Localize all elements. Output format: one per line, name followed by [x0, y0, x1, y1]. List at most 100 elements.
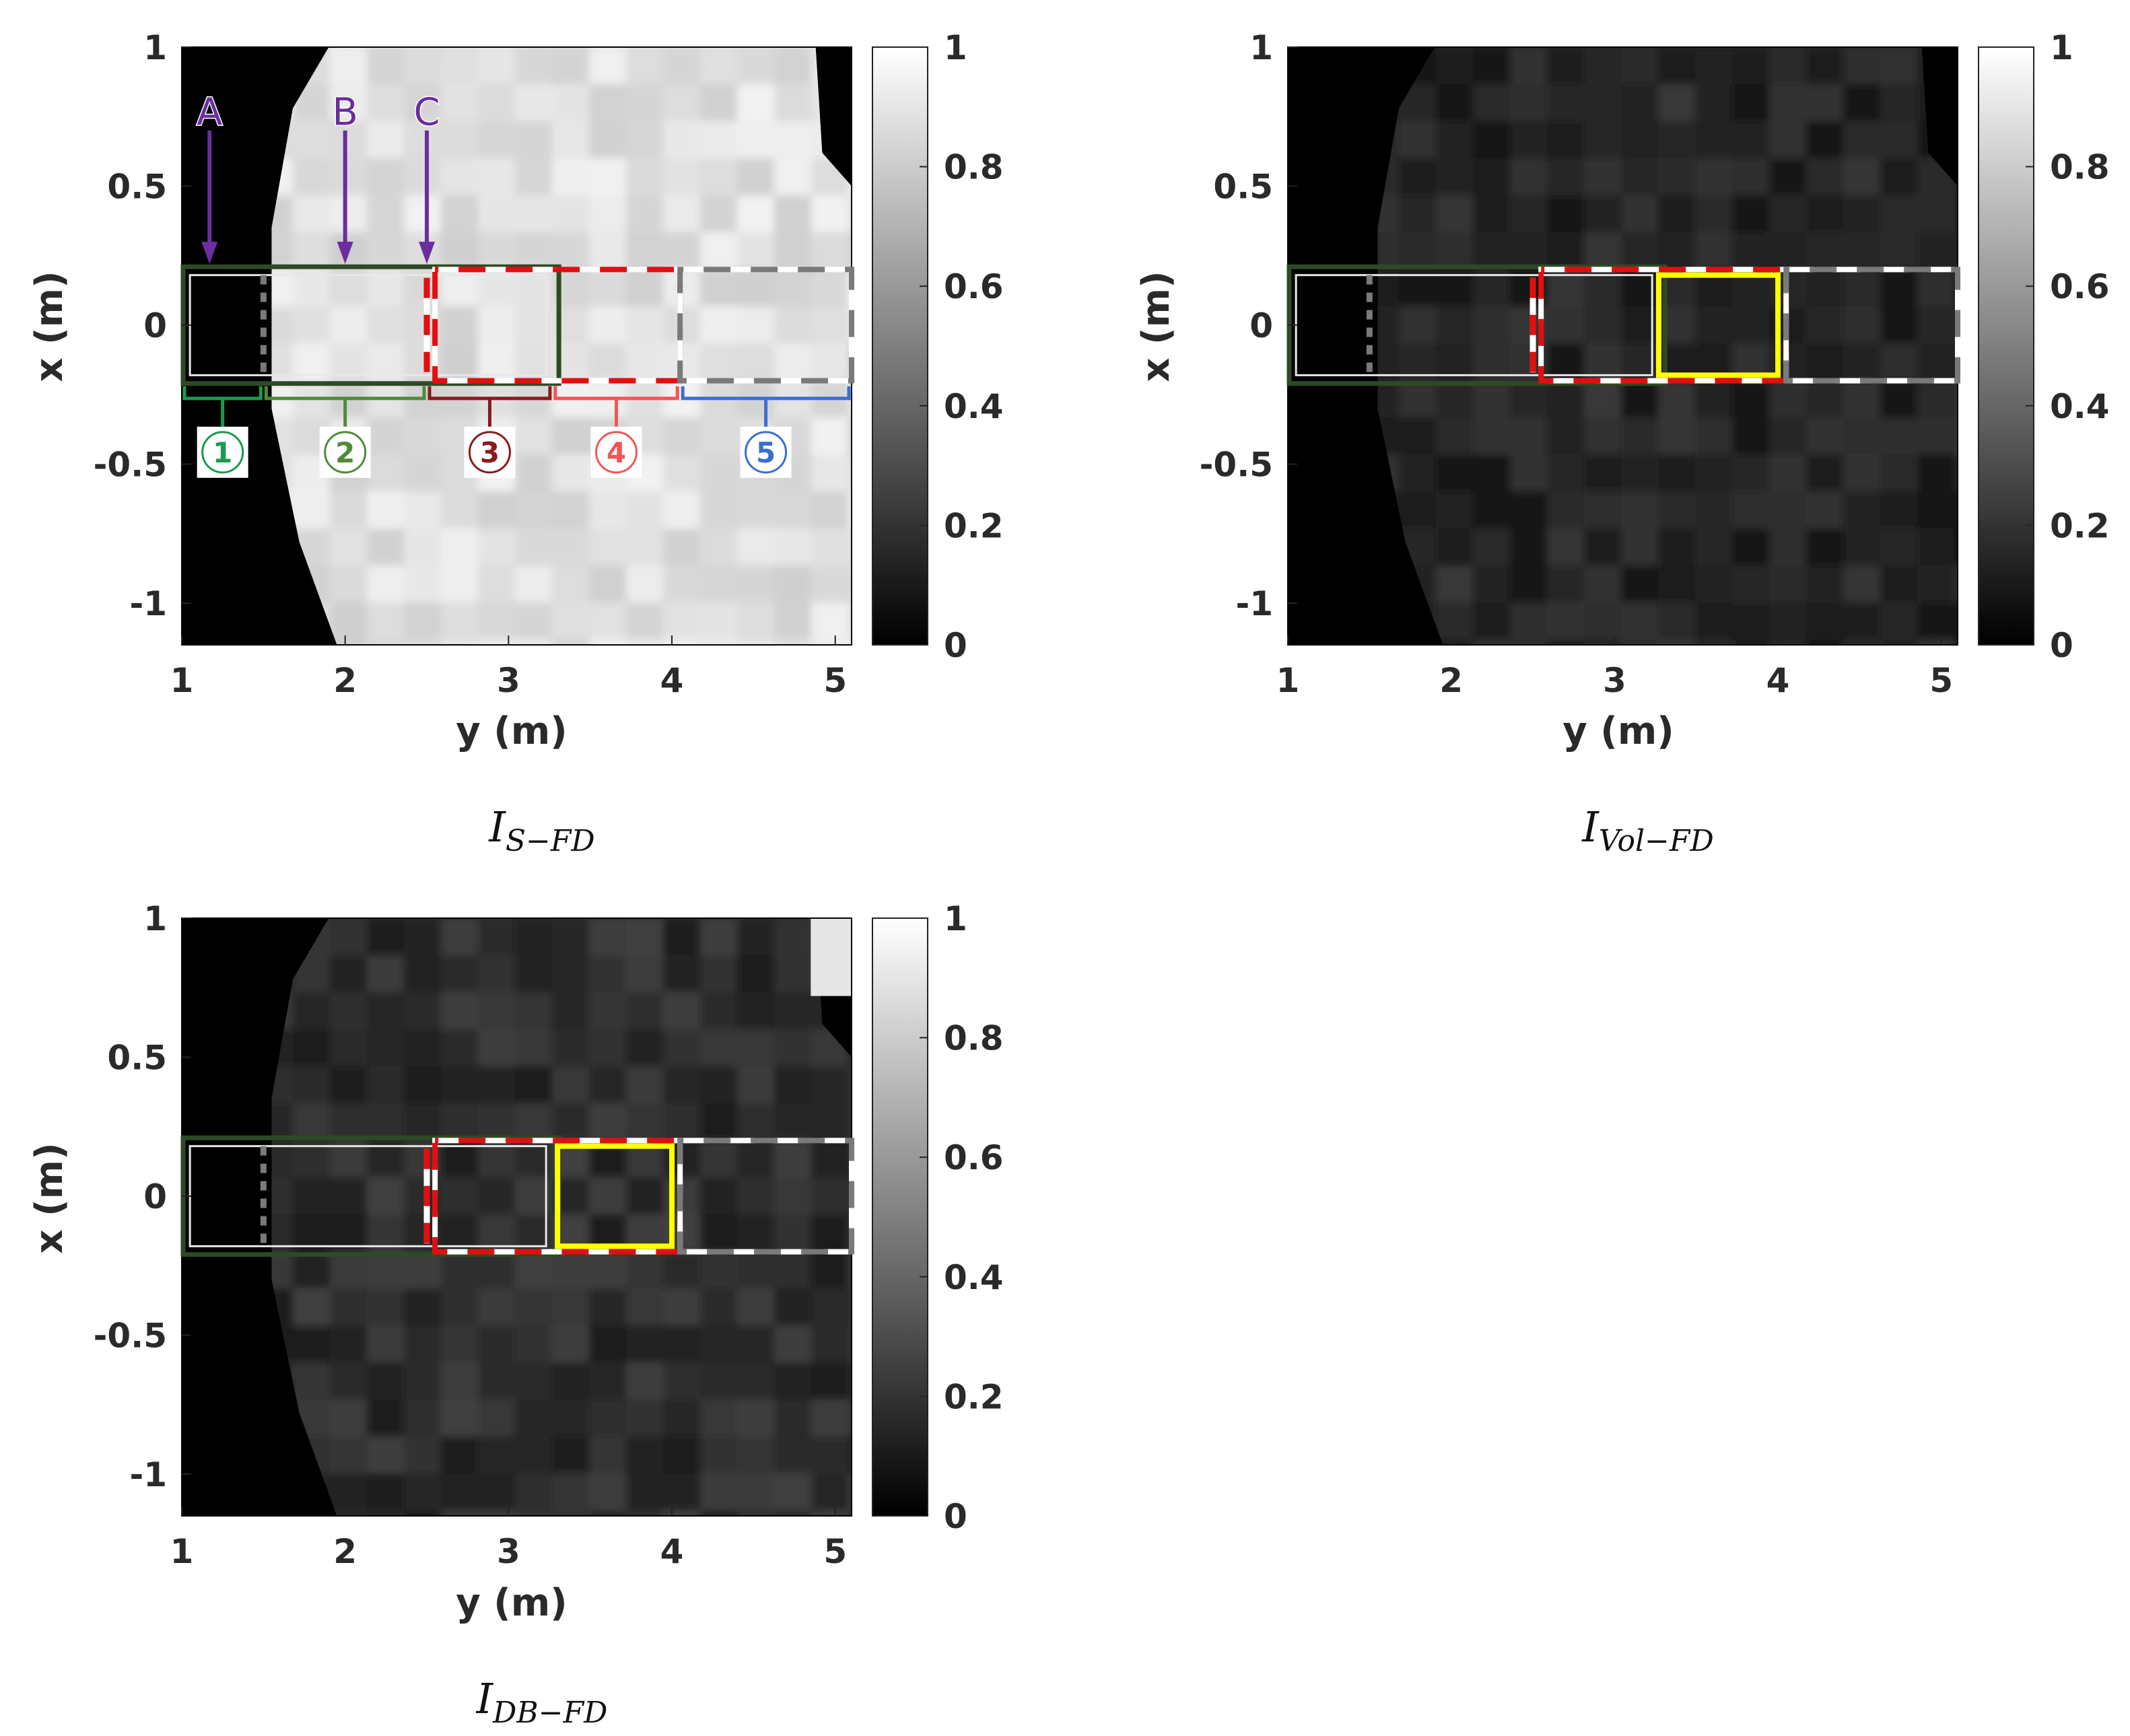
colorbar-tick-label: 0.6 [2050, 267, 2110, 306]
marker-arrow-head [201, 242, 218, 265]
x-tick-label: 2 [333, 661, 357, 700]
colorbar [872, 917, 928, 1517]
x-axis-label: y (m) [456, 1581, 568, 1625]
x-axis-label: y (m) [1562, 709, 1674, 753]
caption: IDB−FD [476, 1674, 608, 1730]
segment-label: 5 [756, 436, 776, 469]
x-tick-label: 2 [1439, 661, 1463, 700]
colorbar-tick-label: 0.2 [944, 506, 1004, 545]
dashed-box-red [432, 267, 683, 384]
colorbar-tick-label: 0 [944, 1497, 967, 1536]
x-tick-label: 1 [1276, 661, 1300, 700]
segment-brace [427, 386, 552, 427]
data-region [1377, 47, 1958, 645]
segment-badge-circle [468, 431, 511, 474]
panel-vol-fd: y (m) x (m) IVol−FD 1 2 3 4 5 1 0.5 0 -0.5 -1 0 0.2… [1134, 28, 2110, 858]
dashed-box-red [1538, 267, 1789, 384]
dashed-box-gray [1783, 267, 1960, 384]
colorbar-tick-label: 0.6 [944, 1138, 1004, 1177]
y-tick-label: 0 [1249, 306, 1273, 345]
x-tick-label: 3 [1603, 661, 1626, 700]
x-tick-label: 1 [170, 661, 194, 700]
data-region [271, 918, 852, 1516]
y-axis-label: x (m) [1134, 271, 1178, 382]
segment-badge-bg [319, 426, 371, 478]
texture [271, 47, 852, 645]
segment-badge-circle [595, 431, 638, 474]
colorbar [872, 46, 928, 646]
heatmap-image [182, 47, 852, 645]
panel-s-fd: y (m) x (m) IS−FD A B C 1 2 3 4 5 1 2 3 4 5 1 0.5 0 -0.5… [28, 28, 1004, 858]
y-tick-label: 0 [143, 1177, 167, 1216]
texture [271, 918, 852, 1516]
colorbar-tick-label: 1 [944, 899, 967, 938]
marker-arrow-head [337, 242, 353, 265]
x-tick-label: 4 [1766, 661, 1790, 700]
colorbar-tick-label: 0.4 [944, 387, 1004, 426]
y-tick-label: -1 [129, 584, 167, 623]
colorbar-tick-label: 1 [2050, 28, 2073, 67]
x-tick-label: 3 [497, 1532, 520, 1571]
y-tick-label: 1 [143, 899, 167, 938]
segment-badge-circle [324, 431, 367, 474]
heatmap-image [182, 918, 852, 1516]
segment-badge-circle [201, 431, 244, 474]
y-tick-label: 0.5 [107, 168, 167, 207]
point-marker-label: C [413, 91, 440, 135]
y-axis-label: x (m) [28, 271, 71, 382]
segment-label: 2 [335, 436, 355, 469]
segment-badge-circle [745, 431, 788, 474]
point-marker-label: A [197, 91, 222, 135]
point-marker-label: B [332, 91, 357, 135]
segment-label: 3 [480, 436, 500, 469]
highlight-box [555, 1143, 675, 1249]
marker-arrow-head [419, 242, 436, 265]
colorbar-tick-label: 0.4 [944, 1258, 1004, 1297]
colorbar-tick-label: 1 [944, 28, 967, 67]
colorbar-tick-label: 0.8 [2050, 148, 2110, 187]
colorbar-tick-label: 0.8 [944, 1019, 1004, 1058]
x-tick-label: 2 [333, 1532, 357, 1571]
dashed-box-gray [677, 267, 854, 384]
data-region [271, 47, 852, 645]
dashed-box-red [432, 1138, 683, 1255]
colorbar-tick-label: 0.8 [944, 148, 1004, 187]
panel-db-fd: y (m) x (m) IDB−FD 1 2 3 4 5 1 0.5 0 -0.5 -1 0 0.2 0… [28, 899, 1004, 1730]
caption: IVol−FD [1581, 802, 1713, 858]
x-axis-label: y (m) [456, 709, 568, 753]
y-tick-label: -0.5 [94, 1317, 167, 1356]
colorbar-tick-label: 0.2 [2050, 506, 2110, 545]
colorbar [1978, 46, 2034, 646]
colorbar-tick-label: 0 [944, 626, 967, 665]
segment-badge-bg [197, 426, 248, 478]
segment-badge-bg [740, 426, 792, 478]
colorbar-tick-label: 0.2 [944, 1377, 1004, 1416]
x-tick-label: 1 [170, 1532, 194, 1571]
colorbar-tick-label: 0.4 [2050, 387, 2110, 426]
y-axis-label: x (m) [28, 1142, 71, 1253]
segment-badge-bg [464, 426, 516, 478]
segment-brace [553, 386, 679, 427]
y-tick-label: -1 [129, 1455, 167, 1494]
x-tick-label: 3 [497, 661, 520, 700]
y-tick-label: -0.5 [94, 446, 167, 485]
y-tick-label: 0.5 [1213, 168, 1273, 207]
y-tick-label: 0 [143, 306, 167, 345]
colorbar-tick-label: 0.6 [944, 267, 1004, 306]
segment-label: 4 [607, 436, 626, 469]
bright-patch [811, 918, 852, 996]
texture [1377, 47, 1958, 645]
x-tick-label: 4 [660, 661, 684, 700]
segment-badge-bg [590, 426, 642, 478]
segment-brace [264, 386, 426, 427]
segment-brace [681, 386, 851, 427]
y-tick-label: -1 [1235, 584, 1273, 623]
highlight-box [1655, 272, 1781, 378]
caption: IS−FD [488, 802, 594, 858]
dashed-box-gray [677, 1138, 854, 1255]
colorbar-tick-label: 0 [2050, 626, 2073, 665]
y-tick-label: -0.5 [1200, 446, 1273, 485]
x-tick-label: 4 [660, 1532, 684, 1571]
x-tick-label: 5 [823, 1532, 847, 1571]
